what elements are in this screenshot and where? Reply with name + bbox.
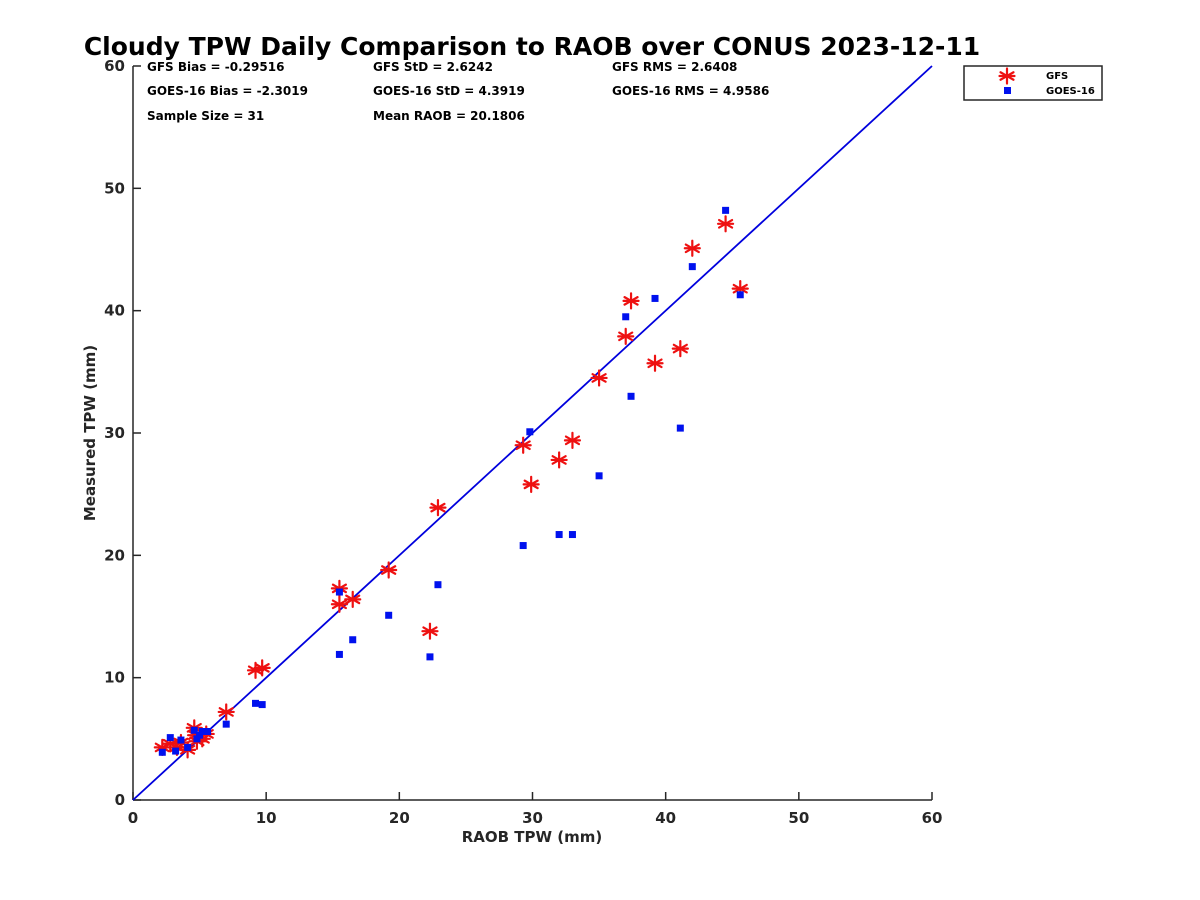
gfs-point <box>522 475 540 493</box>
legend-gfs-label: GFS <box>1046 71 1068 82</box>
legend-goes-marker <box>1004 87 1011 94</box>
goes-point <box>568 531 576 539</box>
y-tick-label: 30 <box>104 424 125 442</box>
goes-point <box>688 263 696 271</box>
goes-point <box>736 291 744 299</box>
goes-point <box>335 588 343 596</box>
goes-point <box>722 206 730 214</box>
gfs-point <box>253 659 271 677</box>
gfs-point <box>380 561 398 579</box>
goes-std-text: GOES-16 StD = 4.3919 <box>373 84 525 98</box>
gfs-rms-text: GFS RMS = 2.6408 <box>612 60 737 74</box>
goes-point <box>198 727 206 735</box>
sample-size-text: Sample Size = 31 <box>147 109 264 123</box>
mean-raob-text: Mean RAOB = 20.1806 <box>373 109 525 123</box>
x-tick-label: 10 <box>256 809 277 827</box>
y-tick-label: 40 <box>104 302 125 320</box>
goes-point <box>166 734 174 742</box>
x-axis-label: RAOB TPW (mm) <box>462 828 603 846</box>
x-tick-label: 0 <box>128 809 138 827</box>
goes-point <box>335 650 343 658</box>
plot-area: 0 10 20 30 40 50 60 0 10 20 30 40 50 60 <box>104 57 942 827</box>
gfs-point <box>330 579 349 597</box>
goes-point <box>349 636 357 644</box>
goes-point <box>196 731 204 739</box>
statistics-panel: GFS Bias = -0.29516 GOES-16 Bias = -2.30… <box>147 60 769 123</box>
y-tick-label: 50 <box>104 179 125 197</box>
gfs-point <box>622 292 640 310</box>
gfs-point <box>590 369 608 387</box>
gfs-point <box>683 239 701 257</box>
goes-point <box>627 392 635 400</box>
legend-box <box>963 65 1103 101</box>
y-tick-label: 20 <box>104 546 125 564</box>
goes-point <box>676 424 684 432</box>
y-tick-label: 0 <box>115 791 125 809</box>
x-tick-label: 20 <box>389 809 410 827</box>
y-tick-label: 10 <box>104 669 125 687</box>
gfs-point <box>217 703 235 721</box>
goes-point <box>555 531 563 539</box>
goes-bias-text: GOES-16 Bias = -2.3019 <box>147 84 308 98</box>
chart-title: Cloudy TPW Daily Comparison to RAOB over… <box>84 32 980 61</box>
x-tick-label: 40 <box>655 809 676 827</box>
goes-point <box>426 653 434 661</box>
goes-point <box>258 701 266 709</box>
gfs-std-text: GFS StD = 2.6242 <box>373 60 493 74</box>
goes-point <box>158 748 166 756</box>
x-tick-label: 50 <box>788 809 809 827</box>
goes-point <box>651 294 659 302</box>
gfs-point <box>421 622 439 640</box>
gfs-point <box>716 215 735 233</box>
gfs-point <box>617 327 635 345</box>
goes-point <box>252 699 260 707</box>
goes-point <box>184 743 192 751</box>
goes-point <box>204 727 212 735</box>
x-tick-label: 30 <box>522 809 543 827</box>
gfs-point <box>550 451 568 469</box>
legend-gfs-marker <box>998 67 1016 85</box>
goes-point <box>622 313 630 321</box>
goes-point <box>526 428 534 436</box>
gfs-point <box>671 339 689 358</box>
gfs-point <box>563 431 582 449</box>
goes-point <box>193 735 201 743</box>
goes-point <box>519 542 527 550</box>
gfs-point <box>429 499 447 517</box>
goes-point <box>434 581 442 589</box>
goes-rms-text: GOES-16 RMS = 4.9586 <box>612 84 769 98</box>
goes-point <box>385 611 393 619</box>
gfs-point <box>646 354 664 372</box>
gfs-point <box>344 590 362 608</box>
legend: GFS GOES-16 <box>963 65 1103 101</box>
gfs-series <box>153 215 749 759</box>
y-axis-label: Measured TPW (mm) <box>81 345 99 521</box>
gfs-point <box>514 436 532 454</box>
goes-point <box>190 726 198 734</box>
goes-series <box>158 206 744 756</box>
goes-point <box>177 736 185 744</box>
legend-goes-label: GOES-16 <box>1046 86 1095 97</box>
x-tick-label: 60 <box>922 809 943 827</box>
goes-point <box>222 720 230 728</box>
gfs-bias-text: GFS Bias = -0.29516 <box>147 60 284 74</box>
y-tick-label: 60 <box>104 57 125 75</box>
goes-point <box>595 472 603 480</box>
gfs-point <box>330 595 349 613</box>
gfs-legend-asterisk <box>998 67 1016 85</box>
goes-point <box>172 747 180 755</box>
